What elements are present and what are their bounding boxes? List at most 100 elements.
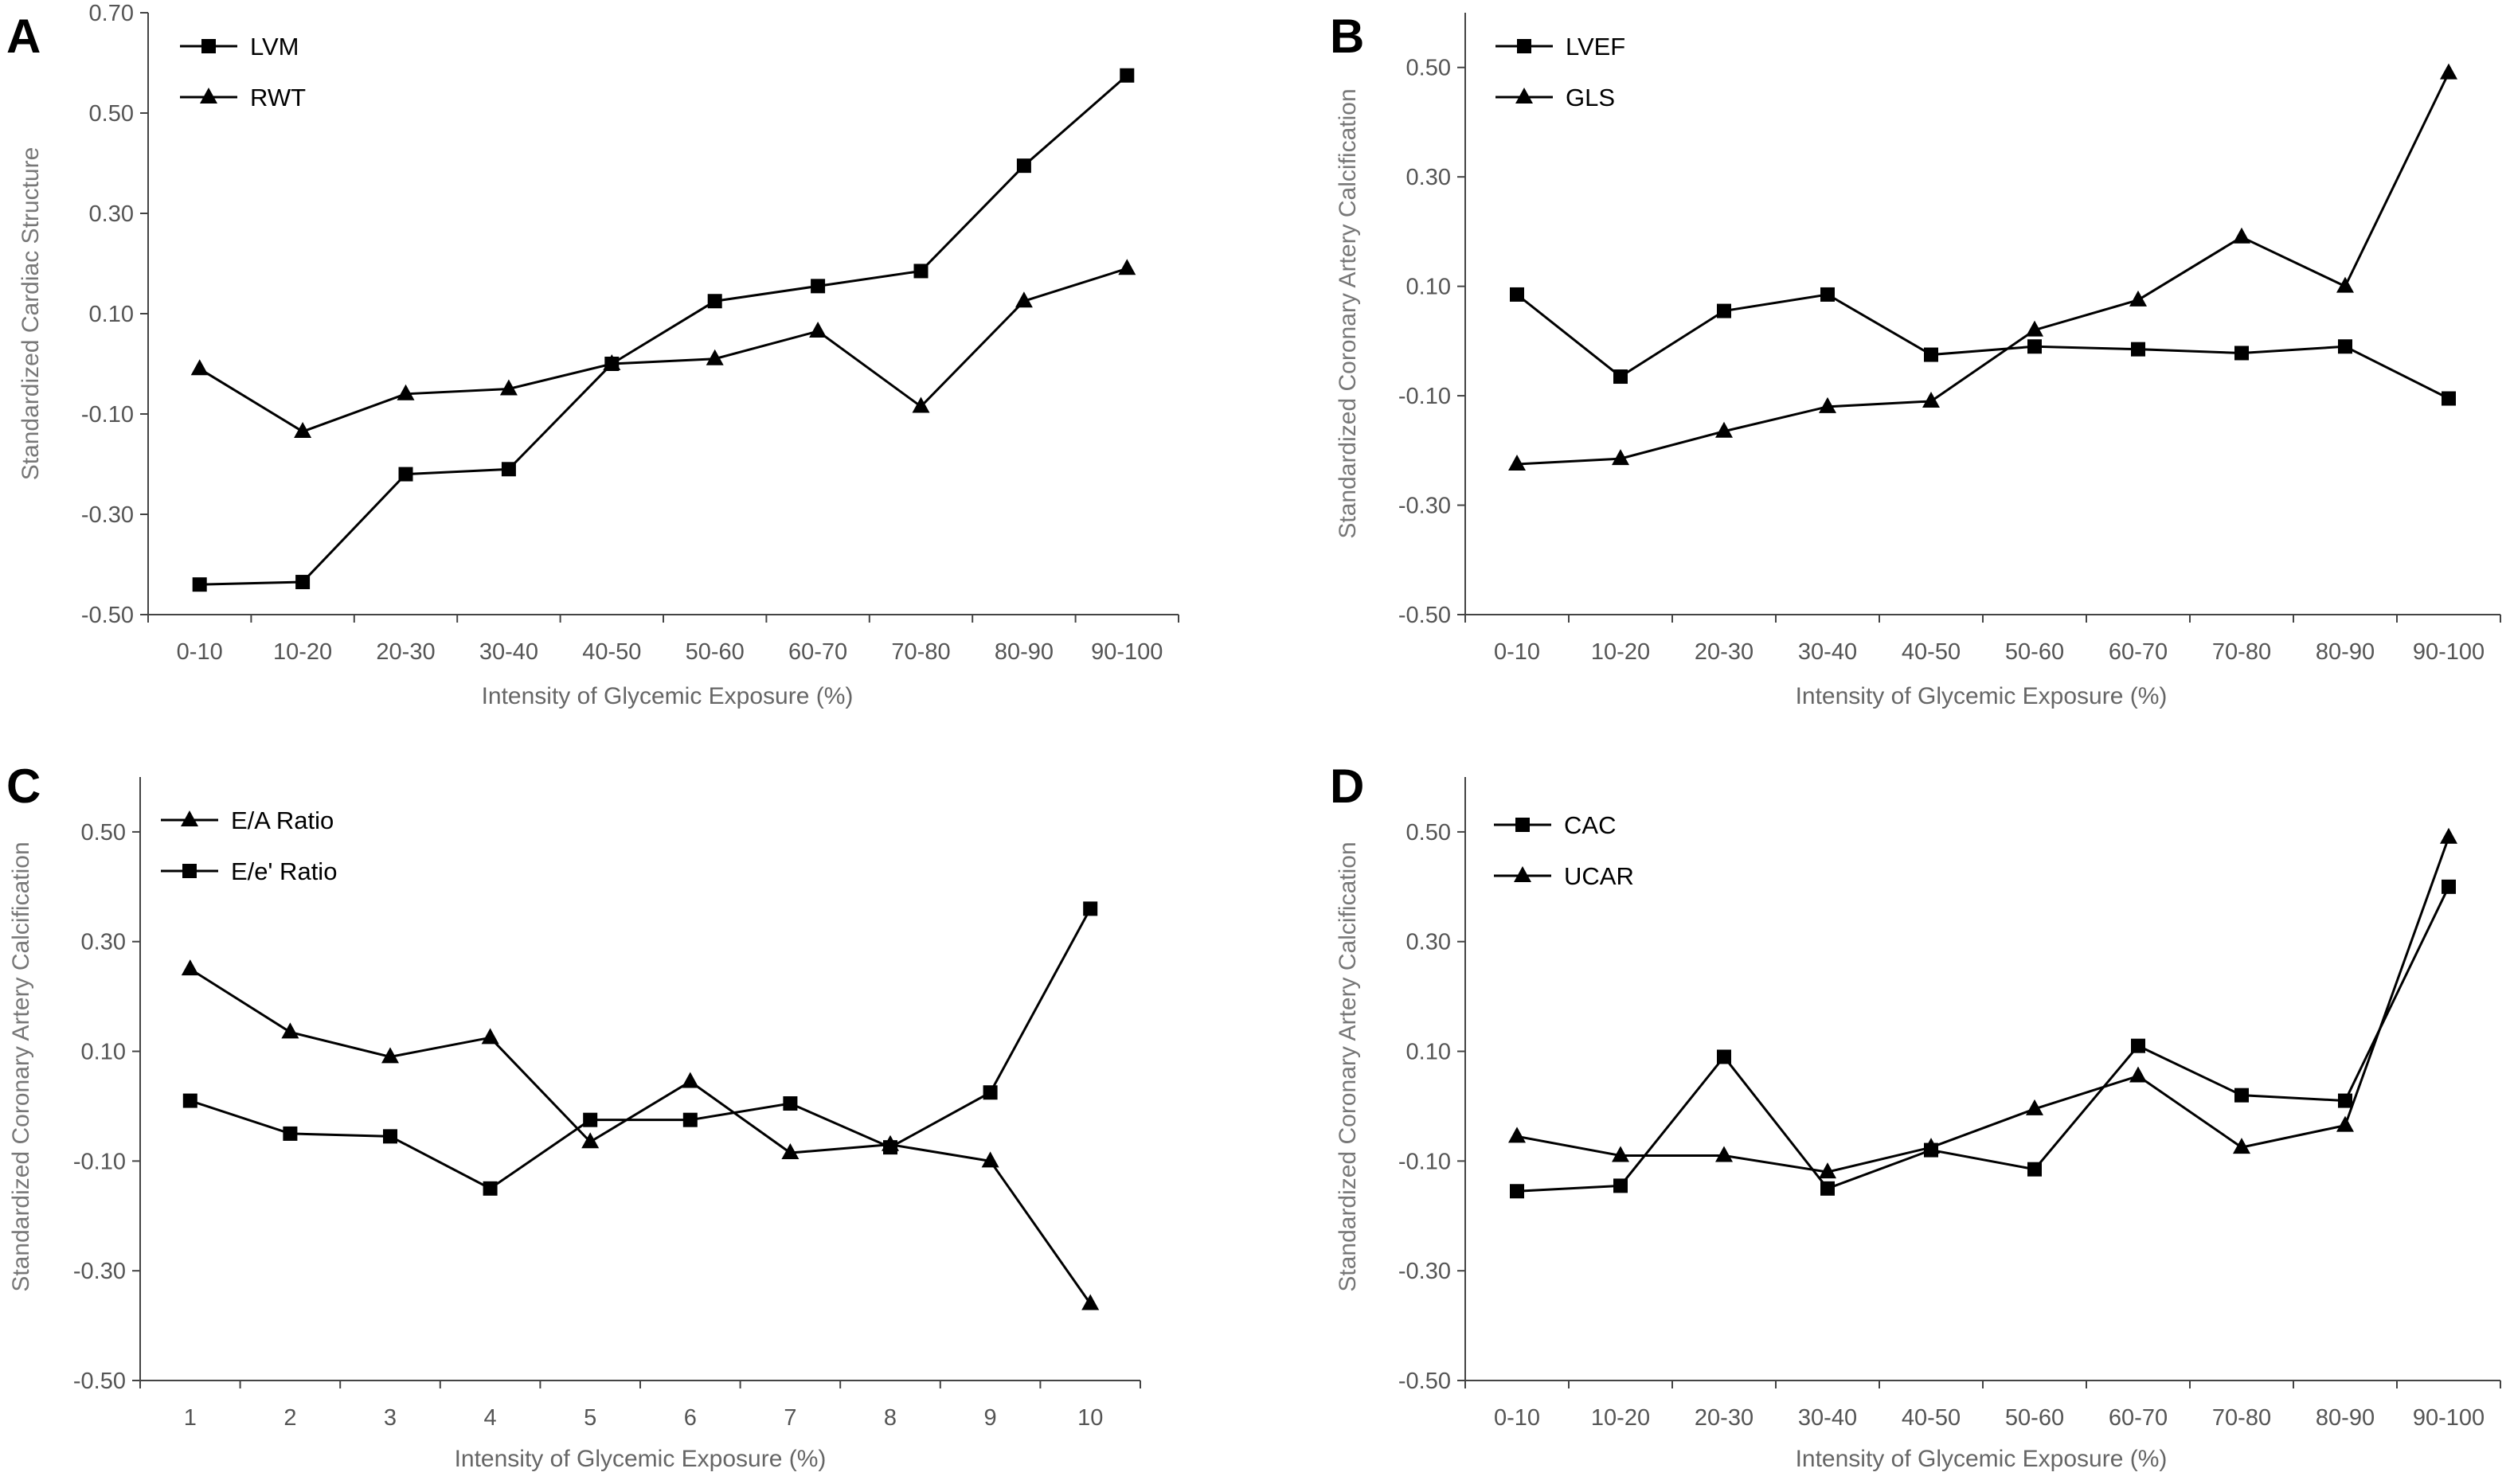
series-line <box>198 267 1128 433</box>
legend-marker <box>200 88 217 103</box>
data-point <box>190 359 209 376</box>
x-tick-label: 6 <box>684 1405 697 1431</box>
data-point <box>2129 1066 2147 1083</box>
y-axis-title: Standardized Coronary Artery Calcificati… <box>1335 842 1361 1291</box>
x-tick-label: 50-60 <box>686 639 745 665</box>
series-e-e-ratio <box>182 901 1098 1196</box>
x-tick-label: 20-30 <box>376 639 435 665</box>
data-point <box>681 1072 699 1088</box>
data-point <box>182 1093 197 1108</box>
y-tick-label: -0.50 <box>81 603 134 628</box>
series-line <box>1516 886 2450 1193</box>
legend-label: RWT <box>250 84 306 111</box>
y-tick-label: 0.50 <box>1406 820 1451 845</box>
data-point <box>1717 303 1731 318</box>
data-point <box>1510 287 1524 302</box>
series-lvm <box>192 68 1135 592</box>
legend-marker <box>1514 866 1531 882</box>
data-point <box>501 462 516 477</box>
chart-panel-c: C -0.50 -0.30 -0.10 0.10 0.30 0.50 1 2 3 4 5 6 7 8 9 10 I… <box>6 760 1141 1472</box>
x-tick-label: 50-60 <box>2005 639 2064 665</box>
data-point <box>2026 1099 2043 1115</box>
data-point <box>2026 320 2043 337</box>
data-point <box>1820 1181 1835 1196</box>
data-point <box>981 1151 999 1168</box>
data-point <box>2442 879 2456 894</box>
data-point <box>1819 396 1836 413</box>
data-point <box>2336 276 2354 293</box>
data-point <box>1820 287 1835 302</box>
data-point <box>1508 455 1526 471</box>
x-tick-label: 30-40 <box>1798 1405 1857 1431</box>
data-point <box>2440 827 2457 844</box>
chart-panel-d: D -0.50 -0.30 -0.10 0.10 0.30 0.50 0-10 10-20 20-… <box>1330 760 2501 1472</box>
legend-label: LVM <box>250 33 299 61</box>
chart-panel-b: B -0.50 -0.30 -0.10 0.10 0.30 0.50 0-10 10-20 20-… <box>1330 10 2501 709</box>
y-tick-label: 0.70 <box>89 1 134 26</box>
legend-marker <box>1515 818 1530 832</box>
x-tick-label: 20-30 <box>1695 639 1753 665</box>
data-point <box>707 294 722 309</box>
data-point <box>1613 1178 1628 1193</box>
x-tick-label: 30-40 <box>1798 639 1857 665</box>
legend-label: LVEF <box>1566 33 1625 61</box>
data-point <box>381 1047 399 1064</box>
data-point <box>2233 1138 2250 1154</box>
x-tick-label: 90-100 <box>1091 639 1163 665</box>
series-line <box>1516 72 2450 466</box>
data-point <box>581 1132 600 1149</box>
x-tick-label: 0-10 <box>1494 639 1540 665</box>
y-tick-label: 0.10 <box>81 1040 126 1065</box>
y-tick-label: -0.30 <box>81 502 134 528</box>
x-tick-label: 5 <box>584 1405 596 1431</box>
data-point <box>706 349 724 365</box>
data-point <box>483 1181 498 1196</box>
data-point <box>192 577 207 592</box>
data-point <box>1612 1146 1629 1162</box>
y-tick-label: -0.10 <box>73 1149 126 1174</box>
legend-entry: E/e' Ratio <box>161 857 337 885</box>
data-point <box>181 959 199 976</box>
series-line <box>190 908 1092 1190</box>
series-line <box>189 967 1092 1305</box>
x-tick-label: 60-70 <box>2109 1405 2168 1431</box>
x-tick-label: 10-20 <box>1591 639 1650 665</box>
x-tick-label: 4 <box>484 1405 497 1431</box>
x-tick-label: 10-20 <box>273 639 332 665</box>
data-point <box>283 1126 298 1141</box>
data-point <box>2027 339 2042 354</box>
panel-label-d: D <box>1330 760 1364 813</box>
legend-marker <box>1515 88 1533 103</box>
legend-marker <box>201 39 216 53</box>
x-tick-label: 9 <box>984 1405 997 1431</box>
data-point <box>2129 290 2147 307</box>
panel-label-c: C <box>6 760 41 813</box>
legend-marker <box>181 810 198 826</box>
data-point <box>682 1112 698 1127</box>
panel-label-b: B <box>1330 10 1364 63</box>
y-tick-label: 0.30 <box>81 930 126 955</box>
panel-label-a: A <box>6 10 41 63</box>
x-tick-label: 10-20 <box>1591 1405 1650 1431</box>
data-point <box>1120 68 1135 83</box>
y-tick-label: 0.30 <box>1406 165 1451 190</box>
data-point <box>1083 901 1098 916</box>
data-point <box>1016 158 1031 174</box>
data-point <box>2338 339 2352 354</box>
x-tick-label: 50-60 <box>2005 1405 2064 1431</box>
chart-panel-a: A -0.50 -0.30 -0.10 0.10 0.30 0.50 0.70 0-10 10-2… <box>6 1 1179 709</box>
data-point <box>1510 1184 1524 1199</box>
x-tick-label: 70-80 <box>891 639 950 665</box>
legend-label: E/e' Ratio <box>231 857 337 885</box>
x-tick-label: 10 <box>1077 1405 1103 1431</box>
x-tick-label: 40-50 <box>1902 1405 1961 1431</box>
y-tick-label: -0.10 <box>1398 1149 1451 1174</box>
y-tick-label: -0.30 <box>1398 494 1451 519</box>
legend-entry: RWT <box>180 84 306 111</box>
series-ucar <box>1508 827 2457 1179</box>
data-point <box>2442 391 2456 406</box>
data-point <box>1612 449 1629 466</box>
series-line <box>1516 837 2450 1174</box>
series-cac <box>1510 879 2456 1199</box>
x-tick-label: 1 <box>184 1405 197 1431</box>
